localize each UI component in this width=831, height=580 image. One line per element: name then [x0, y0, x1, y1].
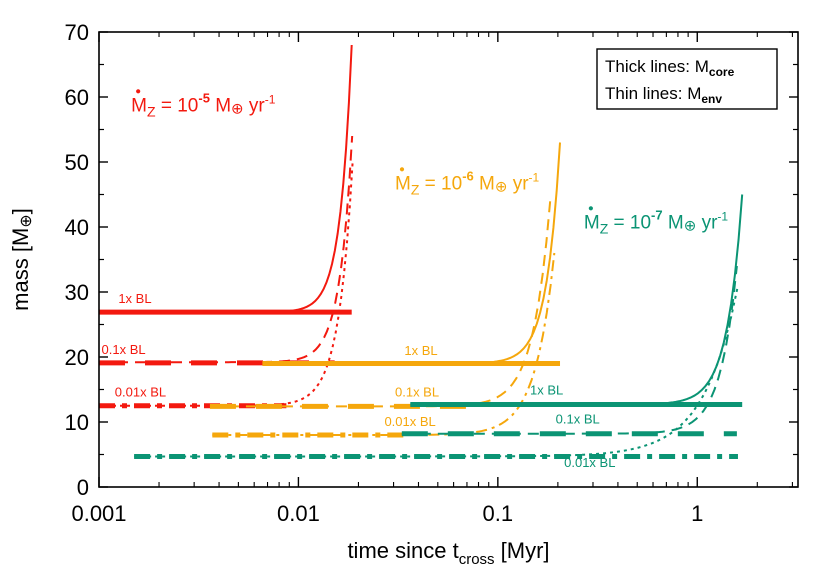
- chart-axes: 0 10 20 30 40 50 60 70 0.001 0.01 0.1 1: [65, 20, 798, 526]
- red-bl-label: 1x BL: [118, 291, 151, 306]
- x-tick-label: 1: [691, 501, 703, 526]
- red-bl-label: 0.01x BL: [115, 385, 166, 400]
- y-tick-label: 60: [65, 85, 89, 110]
- chart-curves: [99, 44, 744, 459]
- red-rate-dot: [136, 89, 141, 94]
- green-envelope-0-01x-blline: [134, 285, 739, 458]
- y-tick-label: 30: [65, 280, 89, 305]
- x-tick-label: 0.001: [71, 501, 126, 526]
- orange-envelope-0-01x-blline: [212, 252, 556, 436]
- orange-bl-label: 0.1x BL: [395, 385, 439, 400]
- orange-rate-dot: [399, 167, 405, 172]
- legend: Thick lines: Mcore Thin lines: Menv: [596, 48, 778, 110]
- chart-annotations: 1x BL 0.1x BL 0.01x BL MZ = 10-5 M⊕ yr-1 1x …: [102, 89, 729, 470]
- x-axis-title: time since tcross [Myr]: [347, 538, 549, 568]
- red-envelope-0-1x-blline: [99, 135, 354, 364]
- red-envelope-0-01x-blline: [99, 161, 354, 407]
- green-bl-label: 0.01x BL: [564, 455, 615, 470]
- plot-frame: [98, 31, 799, 488]
- orange-envelope-0-1x-blline: [209, 200, 552, 408]
- x-tick-label: 0.1: [483, 501, 514, 526]
- red-bl-label: 0.1x BL: [102, 342, 146, 357]
- y-tick-label: 70: [65, 20, 89, 45]
- orange-bl-label: 0.01x BL: [384, 414, 435, 429]
- y-tick-label: 20: [65, 345, 89, 370]
- x-tick-label: 0.01: [277, 501, 320, 526]
- legend-box: [596, 48, 778, 110]
- y-tick-label: 50: [65, 150, 89, 175]
- red-rate-label: MZ = 10-5 M⊕ yr-1: [131, 90, 276, 119]
- y-tick-label: 40: [65, 215, 89, 240]
- legend-thin-lines-label: Thin lines: Menv: [605, 84, 722, 106]
- y-tick-label: 0: [77, 475, 89, 500]
- orange-bl-label: 1x BL: [404, 343, 437, 358]
- orange-rate-label: MZ = 10-6 M⊕ yr-1: [395, 168, 540, 197]
- green-rate-dot: [588, 206, 593, 211]
- y-axis-title: mass [M⊕]: [8, 208, 35, 311]
- green-bl-label: 0.1x BL: [556, 411, 600, 426]
- green-rate-label: MZ = 10-7 M⊕ yr-1: [584, 207, 729, 236]
- red-envelope-1x-blline: [99, 44, 353, 314]
- green-bl-label: 1x BL: [530, 383, 563, 398]
- y-tick-label: 10: [65, 410, 89, 435]
- legend-thick-lines-label: Thick lines: Mcore: [605, 57, 735, 79]
